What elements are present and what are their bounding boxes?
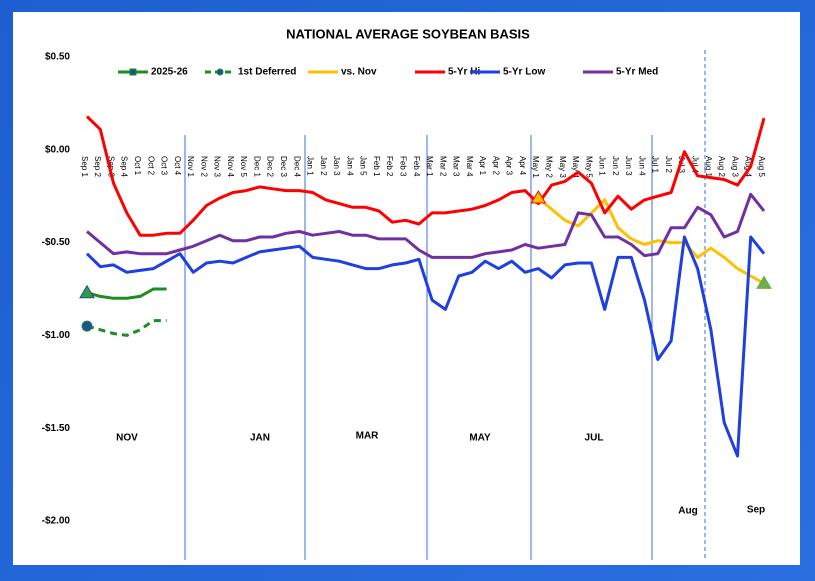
- x-tick-label: Jul 4: [691, 156, 700, 173]
- x-tick-label: Mar 4: [465, 156, 474, 177]
- x-tick-label: May 4: [571, 156, 580, 178]
- y-tick-label: $0.50: [45, 52, 70, 63]
- legend-marker: [216, 68, 224, 76]
- x-tick-label: Sep 1: [80, 156, 89, 177]
- x-tick-label: Aug 3: [730, 156, 739, 177]
- x-tick-label: Feb 1: [372, 156, 381, 177]
- series-line: [86, 319, 167, 337]
- x-tick-label: Dec 1: [252, 156, 261, 177]
- month-label: Sep: [747, 505, 765, 516]
- legend-item: vs. Nov: [308, 67, 377, 78]
- x-tick-label: Jul 1: [651, 156, 660, 173]
- x-tick-label: Oct 1: [133, 156, 142, 176]
- x-tick-label: Dec 4: [292, 156, 301, 177]
- x-tick-label: May 5: [584, 156, 593, 178]
- x-tick-label: Aug 1: [704, 156, 713, 177]
- legend-item: 1st Deferred: [205, 67, 296, 78]
- x-tick-label: Nov 1: [186, 156, 195, 177]
- y-tick-label: -$0.50: [42, 237, 71, 248]
- legend-item: 5-Yr Med: [583, 67, 658, 78]
- x-tick-label: Nov 2: [199, 156, 208, 177]
- y-tick-label: -$1.50: [42, 423, 71, 434]
- legend-label: 1st Deferred: [238, 67, 296, 78]
- month-label: JUL: [585, 433, 604, 444]
- x-tick-label: Dec 2: [266, 156, 275, 177]
- chart-panel: [13, 12, 800, 565]
- x-tick-label: Feb 2: [385, 156, 394, 177]
- x-tick-label: Jun 1: [598, 156, 607, 176]
- legend-item: 5-Yr Low: [470, 67, 545, 78]
- point-marker: [530, 190, 547, 204]
- legend-label: 5-Yr Hi: [448, 67, 480, 78]
- y-tick-label: -$1.00: [42, 330, 71, 341]
- x-tick-label: Oct 2: [146, 156, 155, 176]
- legend-item: 2025-26: [118, 67, 188, 78]
- month-label: JAN: [250, 433, 270, 444]
- x-tick-label: May 1: [531, 156, 540, 178]
- legend-label: 5-Yr Low: [503, 67, 545, 78]
- legend-label: 2025-26: [151, 67, 188, 78]
- point-marker: [756, 275, 772, 289]
- x-tick-label: Aug 4: [744, 156, 753, 177]
- x-tick-label: Apr 3: [505, 156, 514, 176]
- x-tick-label: Jan 4: [345, 156, 354, 176]
- month-label: MAR: [356, 431, 380, 442]
- x-tick-label: Sep 2: [93, 156, 102, 177]
- point-marker: [81, 320, 93, 332]
- legend-label: vs. Nov: [341, 67, 377, 78]
- legend-label: 5-Yr Med: [616, 67, 658, 78]
- series-line: [86, 287, 167, 300]
- month-label: NOV: [116, 433, 138, 444]
- month-label: Aug: [678, 506, 697, 517]
- x-tick-label: Aug 5: [757, 156, 766, 177]
- month-label: MAY: [469, 433, 491, 444]
- x-tick-label: Aug 2: [717, 156, 726, 177]
- x-tick-label: Sep 4: [120, 156, 129, 177]
- series-line: [85, 115, 766, 237]
- x-tick-label: Jan 1: [306, 156, 315, 176]
- x-tick-label: Nov 5: [239, 156, 248, 177]
- x-tick-label: Nov 3: [213, 156, 222, 177]
- legend-marker: [129, 68, 137, 76]
- x-tick-label: May 3: [558, 156, 567, 178]
- legend-item: 5-Yr Hi: [415, 67, 480, 78]
- x-tick-label: Jan 5: [359, 156, 368, 176]
- series-line: [537, 196, 765, 285]
- x-tick-label: Oct 4: [173, 156, 182, 176]
- point-marker: [79, 284, 95, 299]
- x-tick-label: Apr 4: [518, 156, 527, 176]
- x-tick-label: Jan 2: [319, 156, 328, 176]
- y-tick-label: -$2.00: [42, 516, 71, 527]
- x-tick-label: Jul 3: [677, 156, 686, 173]
- y-tick-label: $0.00: [45, 144, 70, 155]
- x-tick-label: Jul 2: [664, 156, 673, 173]
- series-line: [85, 235, 766, 458]
- x-tick-label: Apr 2: [491, 156, 500, 176]
- x-tick-label: Nov 4: [226, 156, 235, 177]
- series-line: [86, 192, 766, 259]
- x-tick-label: Dec 3: [279, 156, 288, 177]
- x-tick-label: Feb 4: [412, 156, 421, 177]
- x-tick-label: Jun 4: [637, 156, 646, 176]
- x-tick-label: Jun 2: [611, 156, 620, 176]
- x-tick-label: Jun 3: [624, 156, 633, 176]
- x-tick-label: Apr 1: [478, 156, 487, 176]
- x-tick-label: Feb 3: [398, 156, 407, 177]
- x-tick-label: Mar 1: [425, 156, 434, 177]
- x-tick-label: May 2: [544, 156, 553, 178]
- chart-title: NATIONAL AVERAGE SOYBEAN BASIS: [286, 26, 530, 41]
- x-tick-label: Mar 3: [452, 156, 461, 177]
- x-tick-label: Jan 3: [332, 156, 341, 176]
- x-tick-label: Oct 3: [160, 156, 169, 176]
- x-tick-label: Mar 2: [438, 156, 447, 177]
